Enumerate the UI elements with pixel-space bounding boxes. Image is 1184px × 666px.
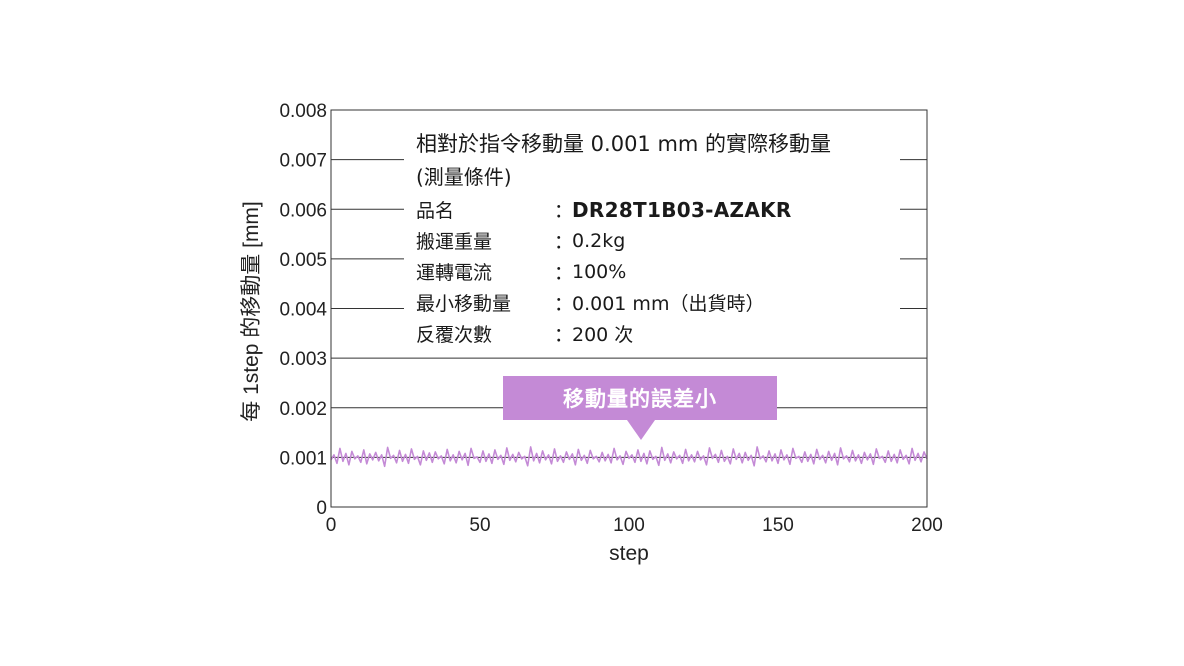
- condition-row-current: 運轉電流 ： 100%: [404, 256, 900, 287]
- info-subtitle: (測量條件): [416, 165, 512, 189]
- condition-row-load: 搬運重量 ： 0.2kg: [404, 225, 900, 256]
- condition-row-min-move: 最小移動量 ： 0.001 mm（出貨時）: [404, 287, 900, 318]
- condition-label: 品名: [416, 200, 455, 222]
- y-tick-label: 0.005: [279, 250, 327, 271]
- measurement-info-box: 相對於指令移動量 0.001 mm 的實際移動量 (測量條件) 品名 ： DR2…: [404, 128, 900, 349]
- callout-pointer: [627, 420, 655, 440]
- y-tick-label: 0.001: [279, 448, 327, 469]
- series-layer: [330, 446, 928, 468]
- colon: ：: [554, 262, 574, 284]
- y-tick-label: 0.006: [279, 200, 327, 221]
- x-tick-label: 50: [469, 515, 490, 536]
- x-tick-label: 150: [762, 515, 794, 536]
- colon: ：: [554, 293, 574, 315]
- condition-value: 100%: [572, 260, 627, 283]
- condition-value: DR28T1B03-AZAKR: [572, 197, 792, 222]
- y-tick-label: 0.008: [279, 101, 327, 122]
- condition-row-product: 品名 ： DR28T1B03-AZAKR: [404, 194, 900, 225]
- colon: ：: [554, 324, 574, 346]
- plot-frame: [330, 109, 928, 508]
- x-tick-label: 200: [911, 515, 943, 536]
- colon: ：: [554, 200, 574, 222]
- y-tick-label: 0.004: [279, 300, 327, 321]
- info-title: 相對於指令移動量 0.001 mm 的實際移動量: [416, 132, 832, 156]
- condition-label: 運轉電流: [416, 262, 493, 284]
- x-tick-label: 100: [613, 515, 645, 536]
- condition-value: 0.2kg: [572, 229, 626, 252]
- colon: ：: [554, 231, 574, 253]
- y-axis-title: 每 1step 的移動量 [mm]: [240, 201, 263, 422]
- callout-banner: 移動量的誤差小: [503, 376, 777, 420]
- series-line: [330, 446, 928, 468]
- x-tick-label: 0: [326, 515, 337, 536]
- condition-label: 搬運重量: [416, 231, 493, 253]
- x-axis-title: step: [609, 542, 649, 565]
- y-tick-labels: 0 0.001 0.002 0.003 0.004 0.005 0.006 0.007 0.00…: [279, 101, 327, 519]
- y-tick-label: 0: [316, 498, 327, 519]
- y-tick-label: 0.002: [279, 399, 327, 420]
- y-tick-label: 0.007: [279, 151, 327, 172]
- y-tick-label: 0.003: [279, 349, 327, 370]
- condition-value: 200 次: [572, 324, 634, 346]
- condition-label: 反覆次數: [416, 324, 493, 346]
- condition-value: 0.001 mm（出貨時）: [572, 293, 765, 315]
- x-tick-labels: 0 50 100 150 200: [326, 515, 943, 536]
- condition-label: 最小移動量: [416, 293, 512, 315]
- condition-row-repeat: 反覆次數 ： 200 次: [404, 318, 900, 349]
